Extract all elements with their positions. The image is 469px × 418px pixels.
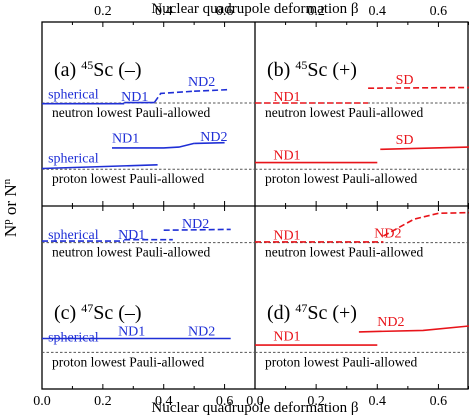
series-annotation: SD — [396, 133, 414, 148]
pauli-label: neutron lowest Pauli-allowed — [52, 245, 210, 260]
series-annotation: ND2 — [182, 217, 209, 232]
panel-d: neutron lowest Pauli-allowed proton lowes… — [255, 211, 469, 369]
series-line-d-1 — [383, 211, 469, 237]
pauli-label: proton lowest Pauli-allowed — [265, 354, 417, 369]
series-annotation: ND2 — [188, 325, 215, 340]
panel-label-a: (a) 45Sc (–) — [54, 58, 142, 81]
series-line-a-2 — [153, 90, 195, 103]
series-annotation: spherical — [48, 152, 99, 167]
y-axis-title: Np or Nn — [1, 178, 20, 237]
series-annotation: ND2 — [200, 130, 227, 145]
series-annotation: ND1 — [118, 228, 145, 243]
pauli-label: proton lowest Pauli-allowed — [265, 171, 417, 186]
series-line-c-2 — [163, 228, 231, 231]
x-tick-label: 0.2 — [94, 394, 112, 409]
panel-label-c: (c) 47Sc (–) — [54, 301, 142, 324]
x-tick-label-top: 0.4 — [155, 4, 173, 19]
series-line-a-3 — [194, 88, 228, 92]
panel-a: neutron lowest Pauli-allowed proton lowes… — [41, 58, 255, 186]
series-annotation: ND1 — [118, 325, 145, 340]
series-annotation: ND1 — [273, 90, 300, 105]
pauli-label: neutron lowest Pauli-allowed — [265, 105, 423, 120]
x-tick-label-top: 0.2 — [307, 4, 325, 19]
axes-layer: 0.0 0.2 0.4 0.6 0.2 0.4 0.6 0.0 0.2 0.4 0.6 0.2 0.4 0… — [33, 4, 469, 409]
pauli-label: proton lowest Pauli-allowed — [52, 354, 204, 369]
series-annotation: ND1 — [273, 229, 300, 244]
series-annotation: spherical — [48, 330, 99, 345]
x-tick-label: 0.0 — [246, 394, 264, 409]
series-annotation: spherical — [48, 228, 99, 243]
series-annotation: ND1 — [273, 149, 300, 164]
panel-c: neutron lowest Pauli-allowed proton lowes… — [42, 217, 255, 369]
pauli-label: neutron lowest Pauli-allowed — [52, 105, 210, 120]
x-tick-label: 0.6 — [216, 394, 234, 409]
series-annotation: SD — [396, 73, 414, 88]
series-line-b-1 — [368, 86, 469, 89]
panel-label-d: (d) 47Sc (+) — [267, 301, 357, 324]
series-annotation: ND1 — [121, 90, 148, 105]
series-line-a-6 — [194, 141, 225, 145]
series-annotation: ND1 — [112, 132, 139, 147]
x-tick-label: 0.4 — [369, 394, 387, 409]
x-tick-label: 0.4 — [155, 394, 173, 409]
x-tick-label: 0.6 — [430, 394, 448, 409]
series-line-b-3 — [380, 146, 469, 151]
x-axis-title-top: Nuclear quadrupole deformation β — [151, 1, 358, 17]
series-annotation: ND2 — [188, 75, 215, 90]
panel-label-b: (b) 45Sc (+) — [267, 58, 357, 81]
x-axis-title-bottom: Nuclear quadrupole deformation β — [151, 400, 358, 416]
series-line-d-3 — [358, 325, 469, 333]
series-annotation: spherical — [48, 88, 99, 103]
x-tick-label-top: 0.2 — [94, 4, 112, 19]
series-line-a-4 — [41, 164, 158, 170]
panel-layer: neutron lowest Pauli-allowed proton lowes… — [41, 58, 469, 369]
panel-b: neutron lowest Pauli-allowed proton lowes… — [255, 58, 469, 186]
series-annotation: ND1 — [273, 330, 300, 345]
x-tick-label: 0.2 — [307, 394, 325, 409]
x-tick-label-top: 0.4 — [369, 4, 387, 19]
x-tick-label: 0.0 — [33, 394, 51, 409]
x-tick-label-top: 0.6 — [430, 4, 448, 19]
pauli-label: neutron lowest Pauli-allowed — [265, 245, 423, 260]
x-tick-label-top: 0.6 — [216, 4, 234, 19]
series-line-a-5 — [112, 142, 195, 149]
series-annotation: ND2 — [377, 315, 404, 330]
pauli-label: proton lowest Pauli-allowed — [52, 171, 204, 186]
series-annotation: ND2 — [374, 226, 401, 241]
